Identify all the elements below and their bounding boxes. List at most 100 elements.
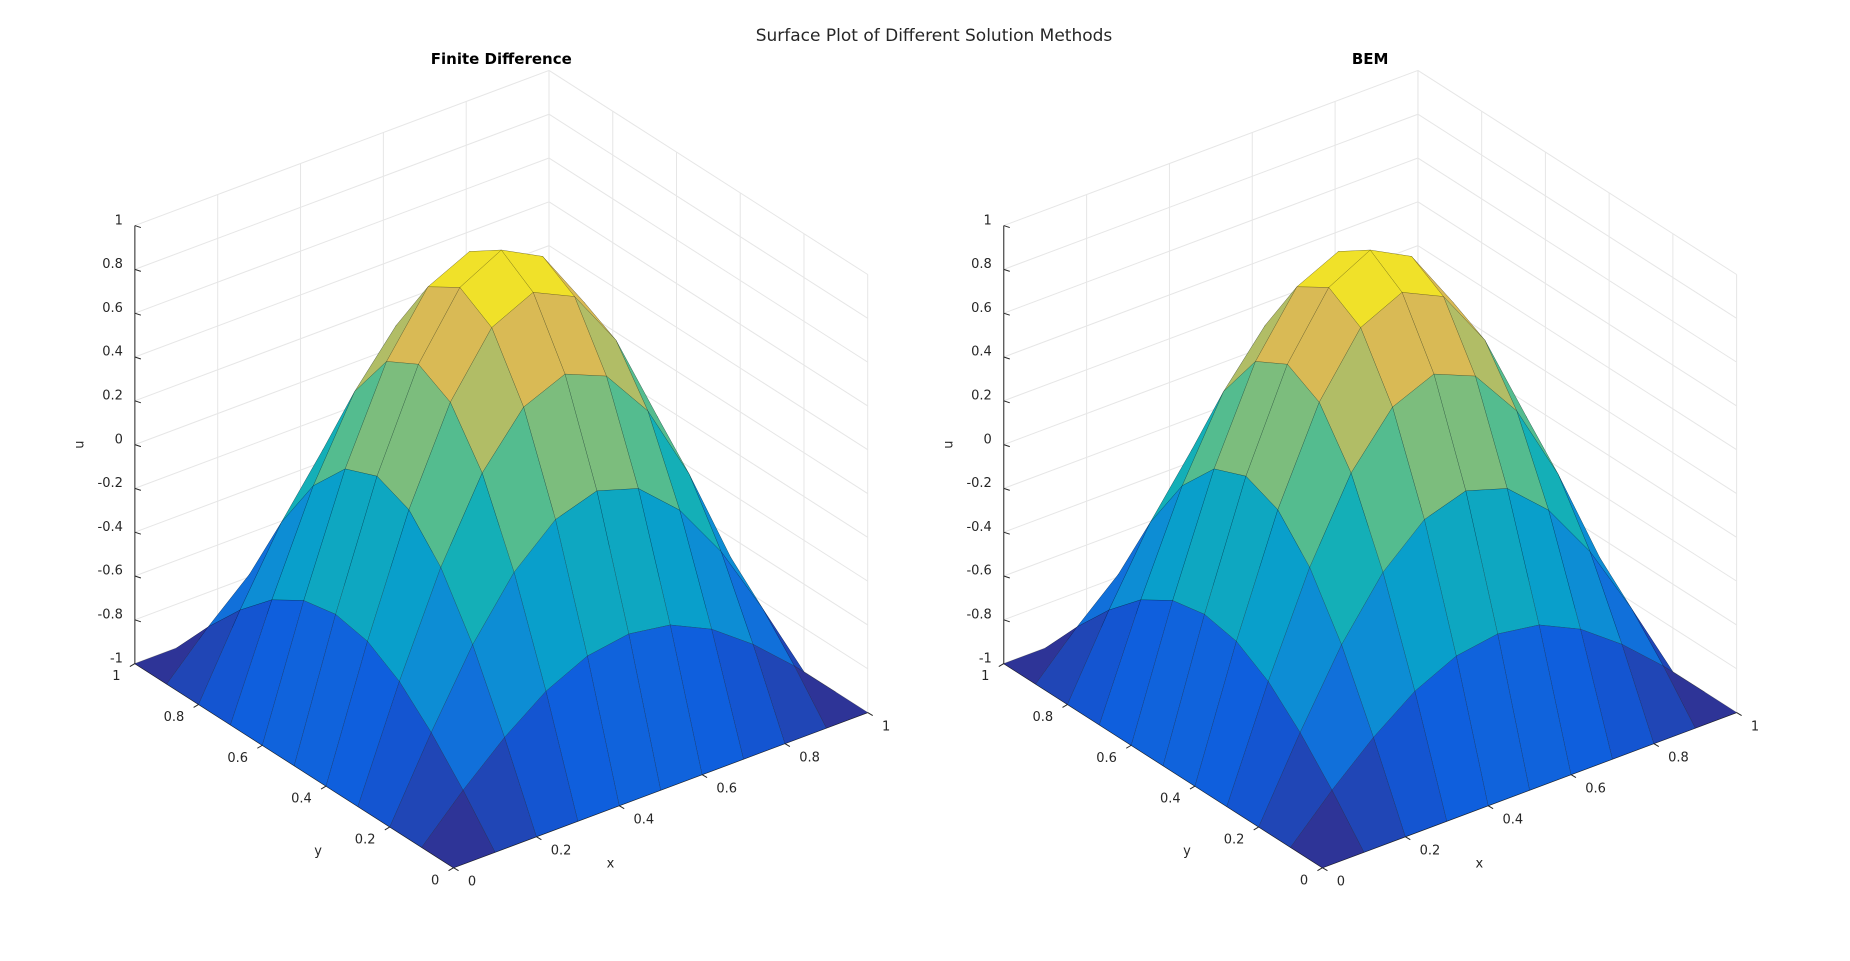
surface-facet [1181,361,1256,487]
z-tick-label: 0.2 [971,389,992,404]
x-tick [453,867,459,872]
z-tick [134,444,142,448]
surface-facet [1287,287,1361,403]
grid-line [1417,201,1737,407]
grid-line [548,113,868,319]
figure-title: Surface Plot of Different Solution Metho… [756,26,1113,46]
surface-facet [1035,609,1110,705]
z-tick-label: 0 [984,432,992,447]
surface-facet [430,644,505,791]
y-tick [448,867,454,872]
surface-facet [1373,690,1447,838]
y-tick [1062,704,1068,708]
y-tick-label: 0.4 [1160,792,1181,807]
z-tick [134,531,142,535]
y-tick-label: 0.8 [1032,710,1053,725]
x-tick-label: 0.2 [1420,844,1441,859]
z-tick [1003,575,1010,579]
y-tick-label: 0.6 [1096,751,1117,766]
x-tick [618,805,625,810]
z-tick-label: -1 [979,651,992,666]
grid-line [1417,245,1737,451]
z-tick-label: -0.4 [98,520,123,535]
grid-line [134,157,550,314]
grid-line [1003,201,1419,358]
y-tick [1317,867,1323,872]
grid-line [1417,157,1737,363]
z-tick-label: -0.8 [966,608,991,623]
z-tick [1003,619,1010,623]
surface-facet [271,468,346,601]
z-tick-label: -0.6 [98,564,123,579]
x-tick-label: 0.8 [1668,750,1689,765]
surface-facet [376,363,451,511]
y-tick [1125,744,1132,749]
y-axis-label: y [1183,844,1191,859]
x-tick-label: 0 [1337,875,1345,890]
z-tick [134,400,142,404]
z-tick-label: 0.8 [971,257,992,272]
z-tick-label: -0.2 [966,476,991,491]
x-tick-label: 1 [882,719,890,734]
z-tick [134,356,142,360]
grid-line [134,113,550,270]
surface [1003,249,1738,868]
x-tick-label: 0.2 [551,844,572,859]
x-tick [867,712,873,716]
surface-facet [450,327,524,474]
surface-facet [1414,655,1489,822]
x-tick-label: 0 [468,875,476,890]
surface-facet [504,690,579,838]
y-tick-label: 0.4 [291,792,312,807]
grid-line [134,201,550,358]
x-tick-label: 0.4 [634,812,655,827]
x-tick [1570,774,1577,779]
z-tick [134,225,142,229]
z-tick [1003,444,1010,448]
z-tick [134,487,142,491]
surface-facet [1194,640,1269,807]
z-tick [134,312,142,316]
y-tick [257,744,263,749]
z-tick [1003,268,1010,272]
surface-facet [1172,468,1247,615]
x-axis-label: x [607,857,615,872]
grid-line [1417,69,1737,275]
y-tick [1253,826,1259,831]
subplot-title: BEM [1352,50,1389,68]
z-tick-label: 0 [115,432,123,447]
surface-facet [1580,628,1655,760]
z-tick [134,575,142,579]
y-axis-label: y [314,844,322,859]
grid-line [548,69,868,275]
z-axis-label: u [72,440,87,448]
grid-line [548,157,868,363]
z-tick [1003,312,1010,316]
y-tick [320,785,327,790]
subplot-title: Finite Difference [431,50,572,68]
x-axis-label: x [1476,857,1484,872]
z-axis-label: u [941,440,956,448]
y-tick [129,663,136,668]
surface-facet [1290,789,1365,868]
z-tick-label: -0.2 [98,476,123,491]
z-tick-label: -0.8 [98,608,123,623]
grid-line [1003,69,1419,227]
x-tick [1487,805,1494,810]
grid-line [548,201,868,407]
z-tick-label: 0.4 [971,345,992,360]
grid-line [1417,289,1737,494]
x-tick [784,743,791,748]
y-tick-label: 0.6 [227,751,248,766]
surface-facet [1150,391,1224,523]
surface-facet [1258,731,1333,848]
surface-facet [1140,468,1215,601]
surface-facet [1392,373,1467,520]
z-tick [134,268,142,272]
x-tick [1736,712,1742,716]
surface-facet [239,485,314,611]
x-tick-label: 0.6 [716,781,737,796]
grid-line [134,69,550,227]
y-tick [998,663,1005,668]
surface-facet [1130,600,1205,767]
